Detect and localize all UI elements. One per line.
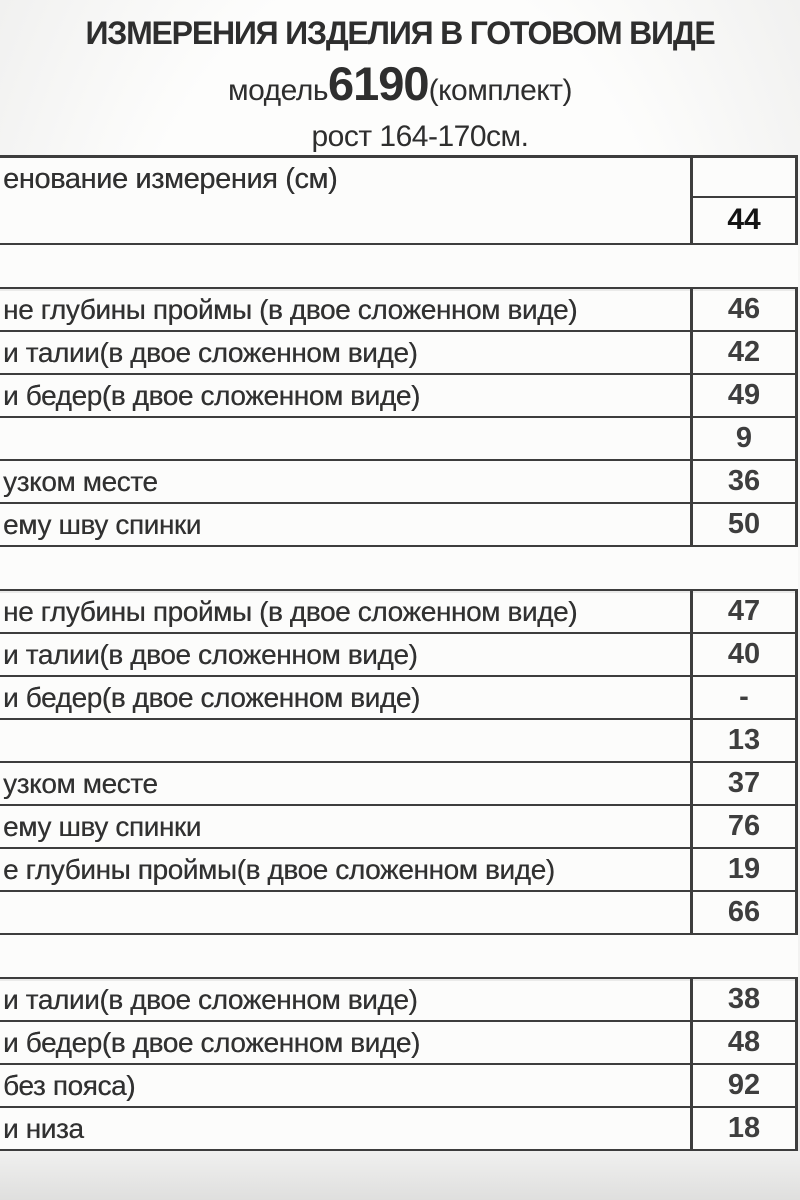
measurement-label: не глубины проймы (в двое сложенном виде… xyxy=(3,595,578,627)
table-row: ему шву спинки 50 xyxy=(0,504,798,547)
measurement-label: и бедер(в двое сложенном виде) xyxy=(3,379,420,411)
measurement-value: 66 xyxy=(690,892,798,933)
measurement-label: узком месте xyxy=(3,465,158,497)
table-row: ему шву спинки 76 xyxy=(0,806,798,849)
model-number: 6190 xyxy=(328,57,430,110)
measurement-label: е глубины проймы(в двое сложенном виде) xyxy=(3,853,555,885)
table-row: без пояса) 92 xyxy=(0,1065,798,1108)
measurement-label: и талии(в двое сложенном виде) xyxy=(3,983,418,1015)
measurement-label: узком месте xyxy=(3,767,158,799)
table-row: и талии(в двое сложенном виде) 40 xyxy=(0,634,798,677)
measurement-value: 13 xyxy=(690,720,798,761)
measurement-value: 40 xyxy=(690,634,798,675)
table-row: узком месте 37 xyxy=(0,763,798,806)
measurement-label: ему шву спинки xyxy=(3,810,201,842)
measurement-value: 42 xyxy=(690,332,798,373)
model-suffix: (комплект) xyxy=(428,74,573,107)
table-row: не глубины проймы (в двое сложенном виде… xyxy=(0,289,798,332)
table-body: не глубины проймы (в двое сложенном виде… xyxy=(0,245,798,1151)
measurement-label: ему шву спинки xyxy=(3,508,201,540)
size-value-header: 44 xyxy=(727,202,761,236)
table-row: 9 xyxy=(0,418,798,461)
page-bottom-shade xyxy=(0,1151,800,1200)
table-row: 13 xyxy=(0,720,798,763)
measurement-value: 37 xyxy=(690,763,798,804)
model-line: модель6190(комплект) xyxy=(0,60,800,115)
size-column-header: 44 xyxy=(690,158,798,243)
measurement-value: 92 xyxy=(690,1065,798,1106)
table-spacer-row xyxy=(0,547,798,591)
measurement-value: 19 xyxy=(690,849,798,890)
measurement-value: 49 xyxy=(690,375,798,416)
model-prefix: модель xyxy=(228,74,329,107)
measurement-label: и талии(в двое сложенном виде) xyxy=(3,336,418,368)
table-row: узком месте 36 xyxy=(0,461,798,504)
measurement-value: 76 xyxy=(690,806,798,847)
measurement-value: 18 xyxy=(690,1108,798,1149)
measurement-label xyxy=(0,418,690,459)
measurements-table: енование измерения (см) 44 не глубины пр… xyxy=(0,155,798,1151)
measurement-value: - xyxy=(690,677,798,718)
measurement-label: и бедер(в двое сложенном виде) xyxy=(3,1026,420,1058)
table-row: и низа 18 xyxy=(0,1108,798,1151)
table-row: и бедер(в двое сложенном виде) 48 xyxy=(0,1022,798,1065)
measurement-value: 46 xyxy=(690,289,798,330)
table-row: не глубины проймы (в двое сложенном виде… xyxy=(0,591,798,634)
table-spacer-row xyxy=(0,935,798,979)
measurement-label: и низа xyxy=(3,1112,84,1144)
measurement-label xyxy=(0,720,690,761)
table-row: и бедер(в двое сложенном виде) - xyxy=(0,677,798,720)
measurement-value: 36 xyxy=(690,461,798,502)
height-range: рост 164-170см. xyxy=(311,120,529,153)
table-row: 66 xyxy=(0,892,798,935)
document-title: ИЗМЕРЕНИЯ ИЗДЕЛИЯ В ГОТОВОМ ВИДЕ xyxy=(85,15,715,51)
table-row: и бедер(в двое сложенном виде) 49 xyxy=(0,375,798,418)
measurement-value: 50 xyxy=(690,504,798,545)
table-spacer-row xyxy=(0,245,798,289)
table-header-row: енование измерения (см) 44 xyxy=(0,155,798,245)
size-header-empty-cell xyxy=(693,158,795,198)
table-row: и талии(в двое сложенном виде) 38 xyxy=(0,979,798,1022)
measurement-value: 9 xyxy=(690,418,798,459)
measurement-label xyxy=(0,892,690,933)
measurement-name-header: енование измерения (см) xyxy=(3,163,338,195)
measurement-label: без пояса) xyxy=(3,1069,136,1101)
measurement-value: 48 xyxy=(690,1022,798,1063)
measurement-value: 38 xyxy=(690,979,798,1020)
measurement-label: не глубины проймы (в двое сложенном виде… xyxy=(3,293,578,325)
table-row: и талии(в двое сложенном виде) 42 xyxy=(0,332,798,375)
measurement-label: и бедер(в двое сложенном виде) xyxy=(3,681,420,713)
table-row: е глубины проймы(в двое сложенном виде) 1… xyxy=(0,849,798,892)
measurement-value: 47 xyxy=(690,591,798,632)
measurement-label: и талии(в двое сложенном виде) xyxy=(3,638,418,670)
